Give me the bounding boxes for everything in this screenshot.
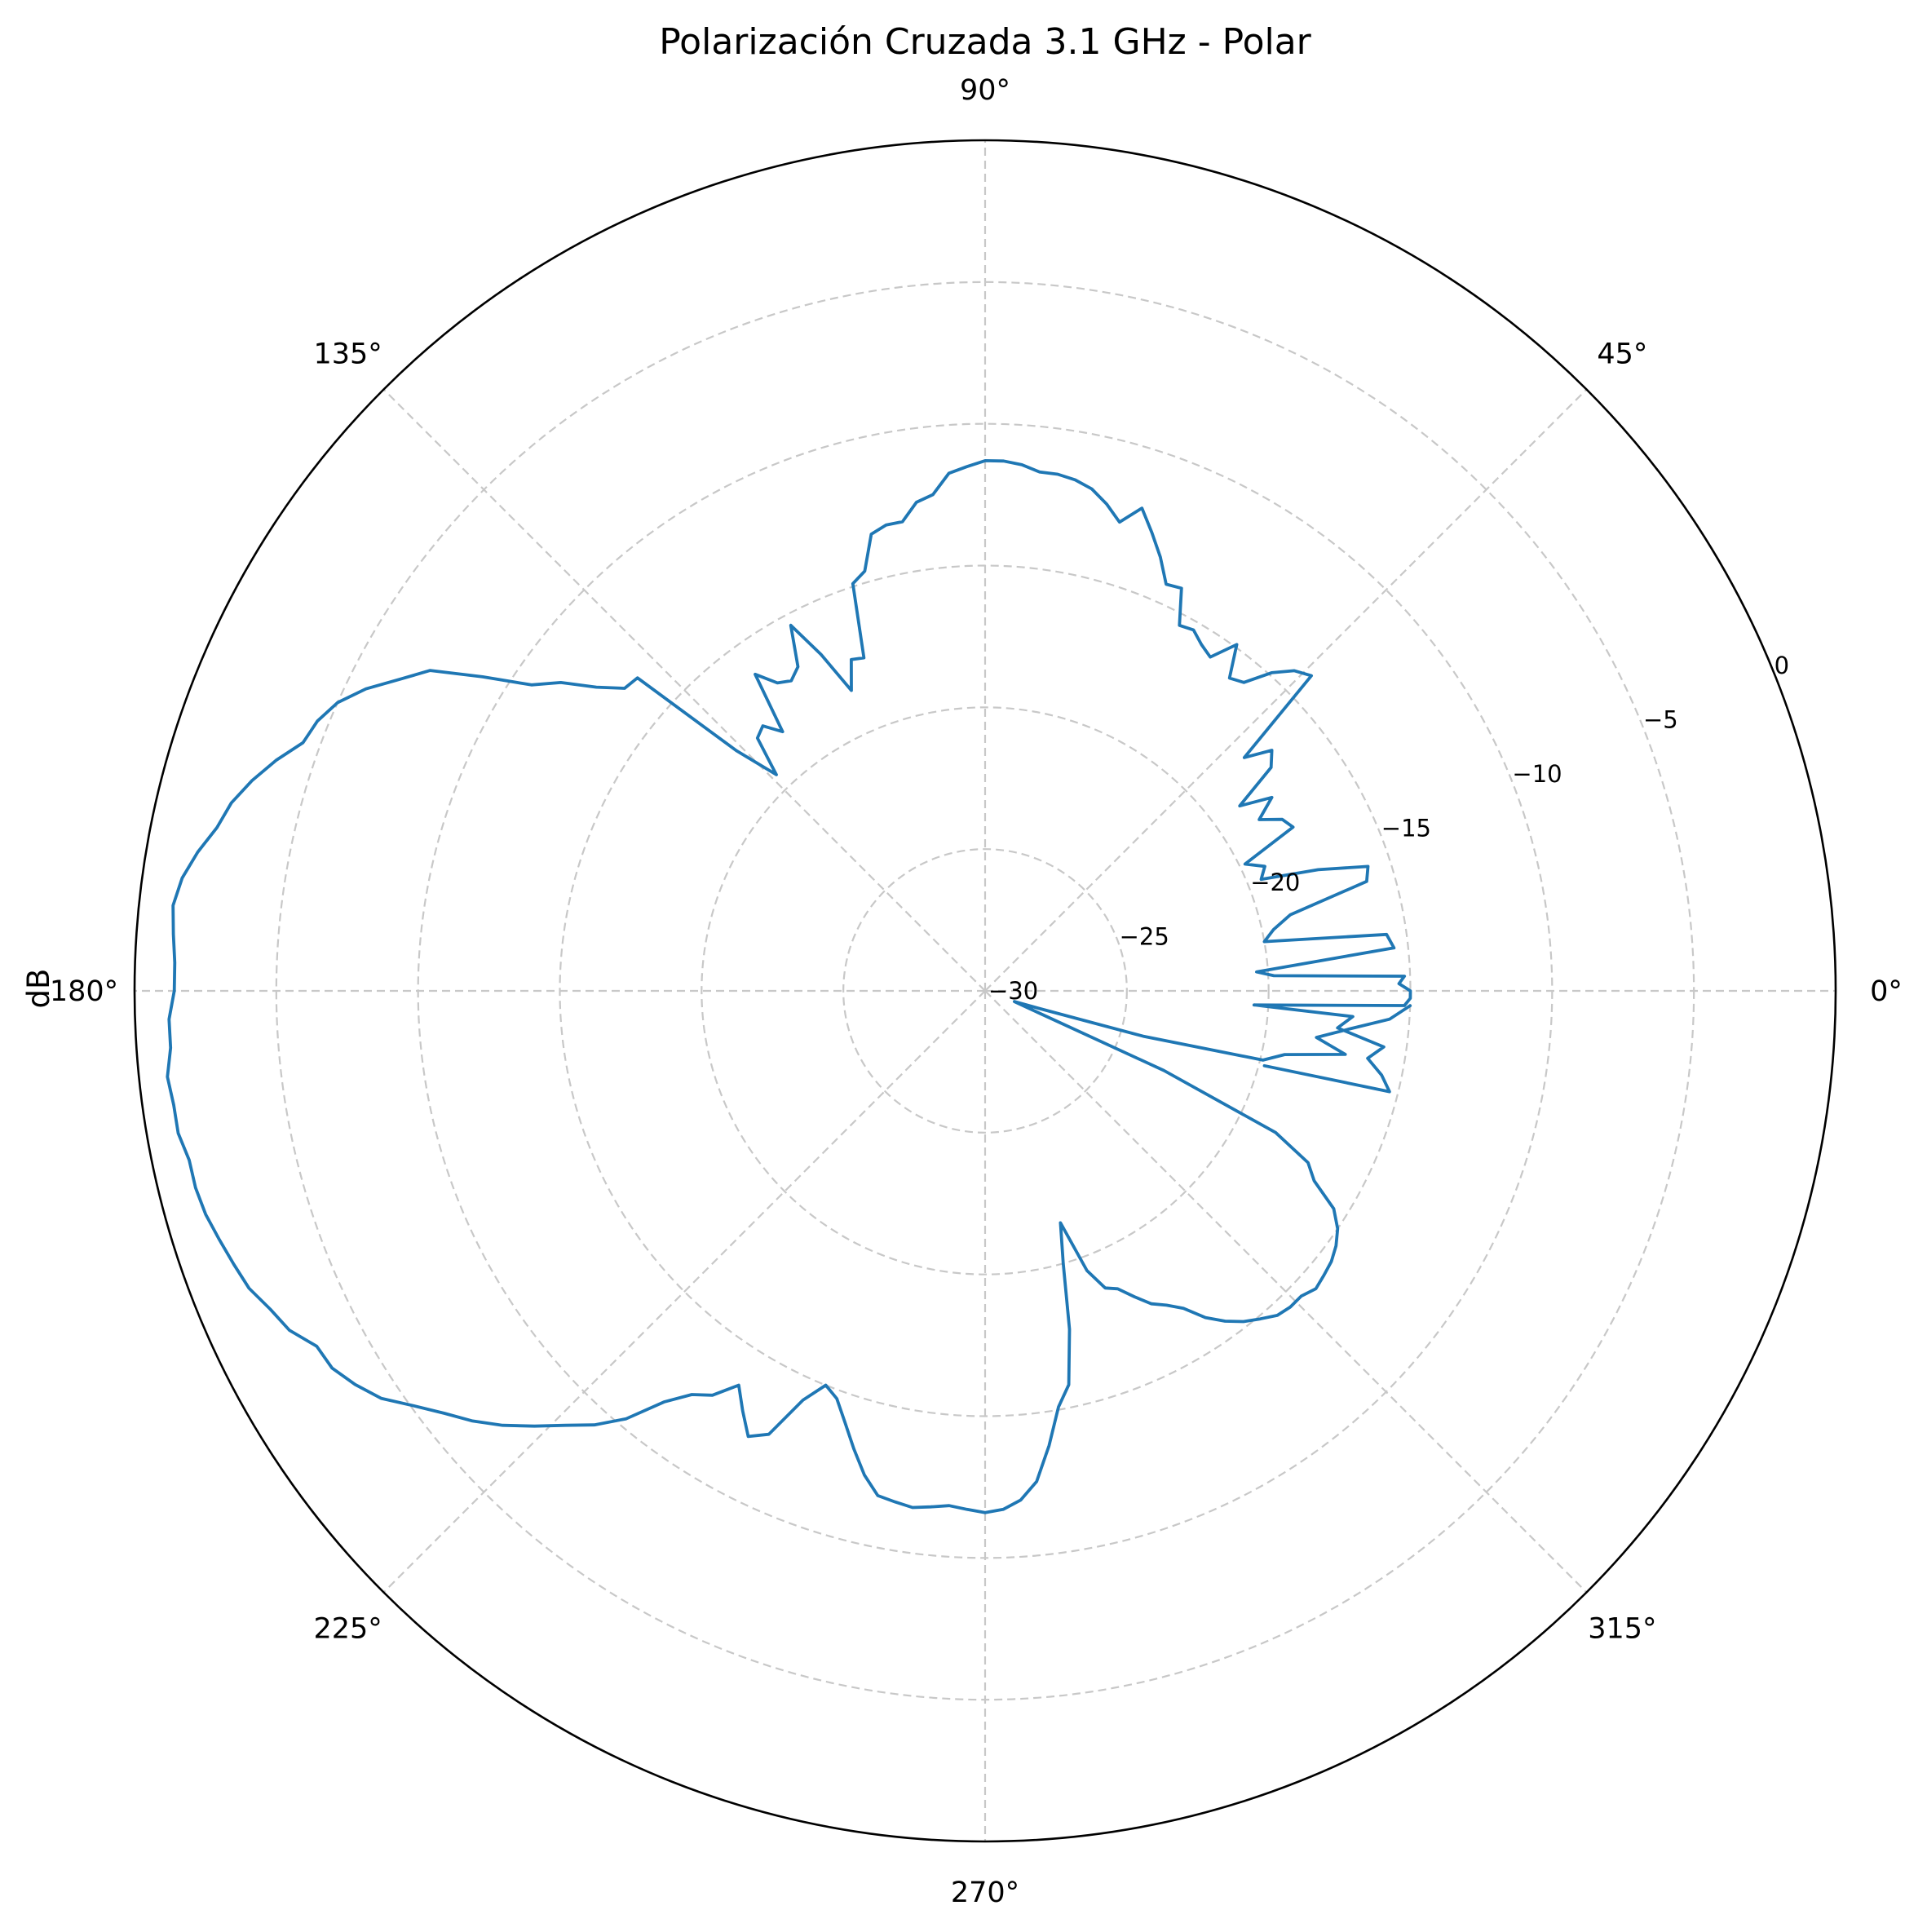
grid-spoke-3 — [382, 388, 986, 992]
radial-tick-label: −20 — [1250, 869, 1300, 896]
radial-tick-label: −10 — [1512, 760, 1562, 788]
angle-tick-label: 90° — [960, 74, 1010, 107]
angle-tick-label: 135° — [313, 338, 382, 371]
angle-tick-label: 225° — [313, 1612, 382, 1645]
radial-tick-label: −15 — [1381, 814, 1431, 842]
series-line-0 — [166, 459, 1412, 1514]
angle-tick-label: 45° — [1597, 338, 1647, 371]
grid-spoke-7 — [984, 990, 1588, 1594]
radial-tick-label: −25 — [1120, 922, 1169, 950]
polar-frame — [133, 139, 1837, 1843]
angle-tick-label: 270° — [951, 1877, 1019, 1909]
angle-tick-label: 0° — [1870, 975, 1903, 1008]
grid-circle-1 — [842, 848, 1128, 1134]
radial-tick-label: −30 — [988, 977, 1038, 1005]
grid-spoke-5 — [382, 990, 986, 1594]
angle-tick-label: 180° — [50, 975, 118, 1008]
polar-grid — [133, 139, 1837, 1843]
y-axis-label: dB — [21, 969, 56, 1009]
angle-tick-label: 315° — [1588, 1612, 1656, 1645]
tick-labels: 0° 45° 90° 135° 180° 225° 270° 315° −30 −25 −20 −15… — [50, 74, 1903, 1909]
series-layer — [166, 459, 1412, 1514]
grid-circle-2 — [701, 706, 1270, 1275]
grid-spoke-1 — [984, 388, 1588, 992]
radial-tick-label: −5 — [1643, 705, 1678, 733]
radial-tick-label: 0 — [1775, 652, 1789, 679]
chart-title: Polarización Cruzada 3.1 GHz - Polar — [659, 21, 1311, 63]
